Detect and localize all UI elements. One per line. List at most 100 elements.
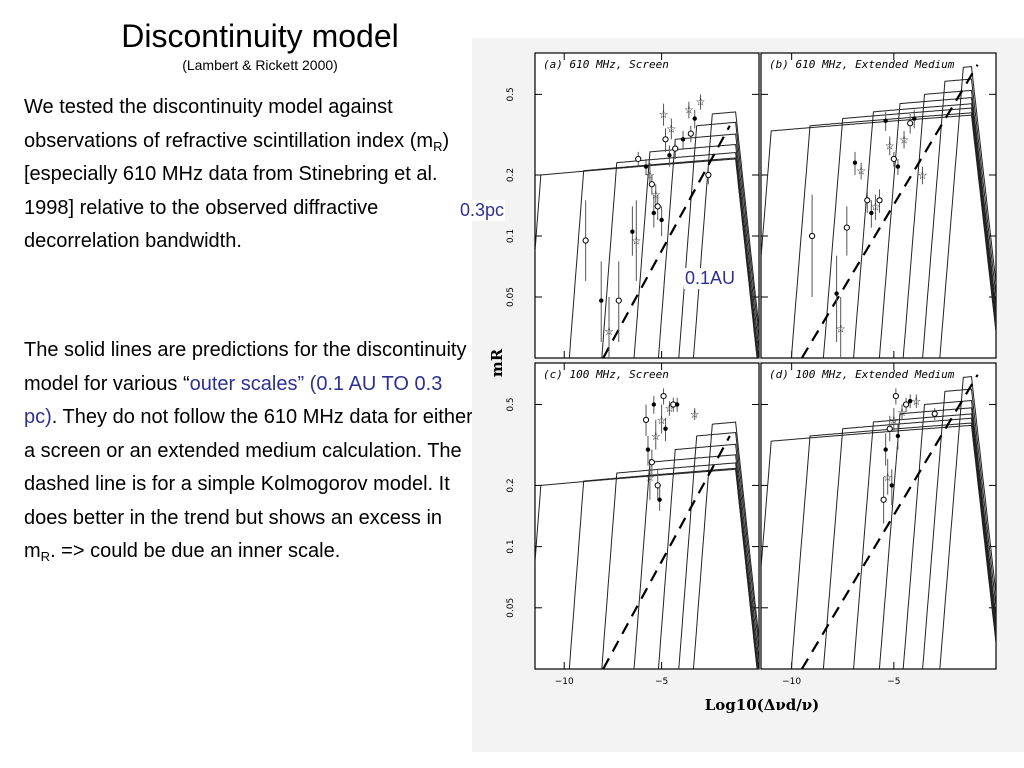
callout-outer-scale-pc: 0.3pc	[459, 200, 506, 221]
data-point: ☆	[645, 471, 655, 484]
data-point: ☆	[651, 430, 661, 443]
data-point: ☆	[666, 122, 676, 135]
data-point	[651, 402, 657, 407]
model-curve	[678, 431, 759, 669]
paragraph-text: ) [especially 610 MHz data from Stinebri…	[24, 129, 450, 253]
chart: ☆☆☆☆☆☆☆☆(a) 610 MHz, Screen0.050.10.20.5…	[488, 52, 997, 714]
x-tick-label: −10	[782, 677, 801, 687]
paragraph-text: . => could be due an inner scale.	[50, 540, 341, 562]
data-point: ☆	[911, 395, 921, 408]
data-point	[912, 116, 917, 121]
data-point	[662, 136, 669, 143]
y-tick-label: 0.05	[506, 287, 516, 307]
data-point	[687, 130, 694, 137]
panel-b: ☆ ☆ ☆ ☆ ☆ ☆ (b) 610 MHz, Extended Medium	[760, 52, 997, 359]
data-point	[654, 482, 661, 489]
model-curve	[922, 78, 996, 358]
panel-frame	[534, 52, 760, 359]
plot-area: ☆☆☆☆ ☆	[535, 388, 759, 669]
model-curve	[790, 422, 996, 669]
data-point	[808, 232, 816, 240]
data-point	[643, 164, 649, 169]
panel-c: ☆☆☆☆ ☆(c) 100 MHz, Screen0.050.10.20.5−10…	[506, 362, 760, 687]
model-curve	[853, 413, 996, 669]
y-tick-label: 0.2	[506, 478, 516, 492]
panel-label: (b) 610 MHz, Extended Medium	[769, 58, 955, 71]
data-point: ☆	[651, 189, 661, 202]
data-point	[599, 298, 604, 303]
model-curve	[902, 399, 996, 669]
data-point	[645, 447, 651, 452]
data-point	[880, 496, 887, 503]
model-curve	[939, 376, 996, 669]
panel-label: (a) 610 MHz, Screen	[543, 58, 669, 71]
model-curve	[657, 133, 759, 358]
data-point	[630, 229, 635, 234]
kolmogorov-line	[602, 125, 731, 358]
data-point: ☆	[889, 414, 899, 427]
data-point	[654, 203, 661, 210]
highlight-text: outer scales” (0.1 AU TO 0.3 pc)	[24, 372, 443, 429]
paragraph-method: We tested the discontinuity model agains…	[24, 91, 474, 259]
model-curve	[568, 467, 758, 669]
data-point	[834, 291, 839, 296]
data-point	[660, 392, 667, 400]
data-point	[864, 197, 871, 204]
x-tick-label: −10	[555, 677, 574, 687]
data-point	[883, 447, 888, 452]
data-point	[615, 297, 622, 304]
data-point	[843, 224, 850, 231]
subscript: R	[40, 549, 51, 564]
model-curve	[761, 114, 996, 333]
data-point	[648, 459, 655, 466]
data-point	[663, 426, 668, 431]
data-point	[657, 497, 662, 502]
data-point	[876, 197, 883, 204]
paragraph-results: The solid lines are predictions for the …	[24, 334, 474, 569]
data-point	[642, 416, 650, 423]
plot-area: ☆ ☆ ☆ ☆ ☆ ☆	[761, 64, 996, 358]
callout-outer-scale-au: 0.1AU	[684, 268, 737, 289]
data-point	[648, 181, 655, 188]
panel-d: ☆☆☆☆(d) 100 MHz, Extended Medium−10 −5	[760, 362, 997, 687]
data-point: ☆	[885, 139, 895, 152]
figure-panel: ☆ ☆ ☆ ☆ ☆ ☆ ☆ ☆ (a) 610 MHz, Screen 0.05 0.1 0.2 0.5…	[472, 38, 1024, 752]
model-curve	[601, 462, 759, 669]
data-point: ☆	[604, 325, 614, 338]
y-tick-label: 0.1	[506, 229, 516, 243]
model-curve	[939, 66, 996, 358]
data-point	[672, 145, 679, 152]
data-point: ☆	[897, 406, 907, 419]
model-curve	[790, 112, 996, 358]
kolmogorov-line	[800, 64, 979, 358]
data-point: ☆	[645, 169, 655, 182]
paragraph-text: We tested the discontinuity model agains…	[24, 96, 434, 152]
data-point: ☆	[690, 408, 700, 421]
model-curve	[657, 443, 759, 669]
y-tick-label: 0.1	[506, 539, 516, 553]
data-point	[674, 402, 680, 407]
data-point	[890, 155, 897, 163]
data-point	[892, 392, 899, 400]
data-point: ☆	[856, 165, 866, 178]
y-axis-label: mR	[488, 348, 506, 377]
data-point: ☆	[631, 235, 641, 248]
model-curve	[535, 468, 758, 669]
plot-area: ☆☆☆☆	[761, 374, 996, 669]
data-point	[883, 118, 888, 124]
model-curve	[601, 152, 759, 358]
data-point: ☆	[870, 200, 880, 213]
data-point: ☆	[917, 169, 927, 182]
data-point: ☆	[657, 414, 667, 427]
kolmogorov-line	[800, 374, 979, 669]
plot-area: ☆☆☆☆☆☆☆☆	[535, 94, 759, 358]
y-tick-label: 0.05	[506, 598, 516, 618]
kolmogorov-line	[602, 435, 731, 669]
data-point	[931, 410, 938, 417]
panel-frame	[760, 52, 997, 359]
data-point	[680, 137, 686, 142]
data-point	[886, 425, 893, 432]
model-curve	[761, 424, 996, 644]
panel-frame	[534, 362, 760, 670]
